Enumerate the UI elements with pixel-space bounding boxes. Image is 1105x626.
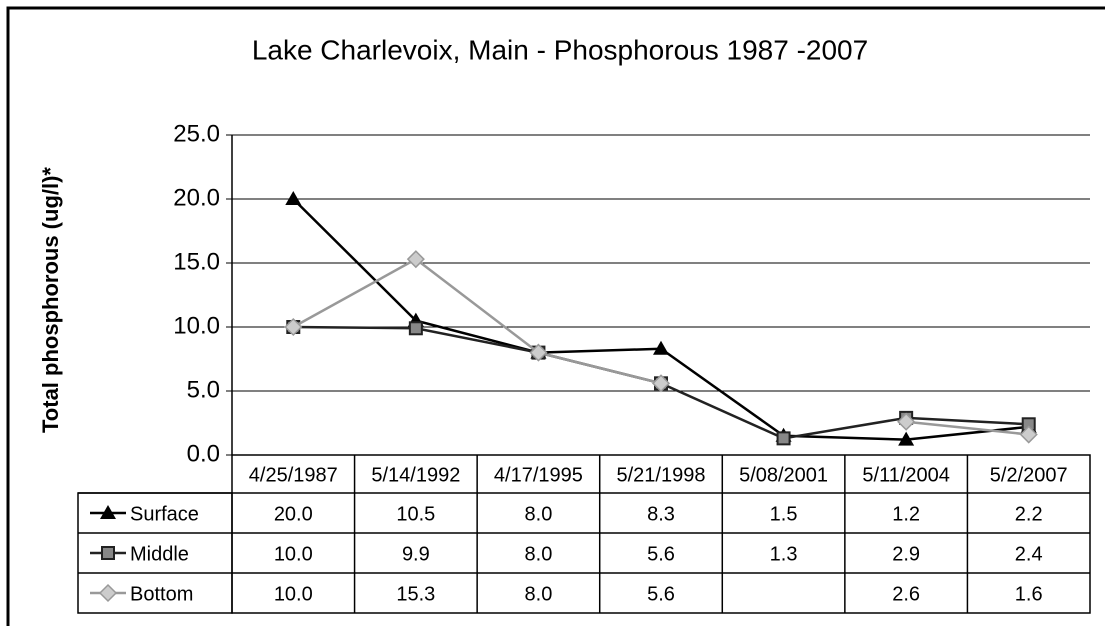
table-value: 1.2 [892, 503, 920, 525]
data-point [897, 412, 916, 431]
data-point [406, 250, 425, 269]
data-point [285, 191, 302, 205]
x-tick-label: 5/21/1998 [617, 464, 706, 486]
table-value: 2.4 [1015, 543, 1043, 565]
table-value: 2.6 [892, 583, 920, 605]
table-value: 1.3 [770, 543, 798, 565]
x-tick-label: 4/17/1995 [494, 464, 583, 486]
data-point [1019, 425, 1038, 444]
x-tick-label: 5/14/1992 [371, 464, 460, 486]
table-value: 10.0 [274, 543, 313, 565]
table-value: 9.9 [402, 543, 430, 565]
data-point [529, 343, 548, 362]
table-value: 20.0 [274, 503, 313, 525]
legend-label: Bottom [130, 583, 193, 605]
table-value: 8.0 [525, 543, 553, 565]
data-point [284, 317, 303, 337]
x-tick-label: 5/11/2004 [862, 464, 950, 486]
chart-title: Lake Charlevoix, Main - Phosphorous 1987… [252, 34, 868, 65]
table-value: 8.3 [647, 503, 675, 525]
table-value: 10.5 [396, 503, 435, 525]
x-tick-label: 4/25/1987 [249, 464, 338, 486]
data-point [776, 431, 791, 446]
y-tick-label: 0.0 [187, 440, 220, 467]
chart-frame [6, 6, 1105, 626]
table-value: 1.5 [770, 503, 798, 525]
legend-label: Middle [130, 543, 189, 565]
y-tick-label: 25.0 [173, 120, 220, 147]
y-tick-label: 20.0 [173, 184, 220, 211]
table-value: 2.9 [892, 543, 920, 565]
y-tick-label: 15.0 [173, 248, 220, 275]
x-tick-label: 5/2/2007 [990, 464, 1068, 486]
y-axis-label: Total phosphorous (ug/l)* [38, 167, 63, 433]
table-value: 5.6 [647, 543, 675, 565]
y-tick-label: 5.0 [187, 376, 220, 403]
data-point [898, 431, 915, 446]
y-tick-label: 10.0 [173, 312, 220, 339]
data-point [408, 321, 423, 336]
legend-marker [100, 505, 116, 519]
table-value: 2.2 [1015, 503, 1043, 525]
legend-marker [98, 583, 118, 603]
data-point [653, 340, 669, 355]
table-value: 5.6 [647, 583, 675, 605]
table-value: 1.6 [1015, 583, 1043, 605]
x-tick-label: 5/08/2001 [739, 464, 828, 486]
data-point [651, 374, 671, 393]
series-line [292, 257, 1029, 436]
table-value: 8.0 [525, 503, 553, 525]
legend-label: Surface [130, 503, 199, 525]
table-value: 8.0 [525, 583, 553, 605]
table-value: 10.0 [274, 583, 313, 605]
legend-marker [101, 546, 115, 560]
table-value: 15.3 [396, 583, 435, 605]
